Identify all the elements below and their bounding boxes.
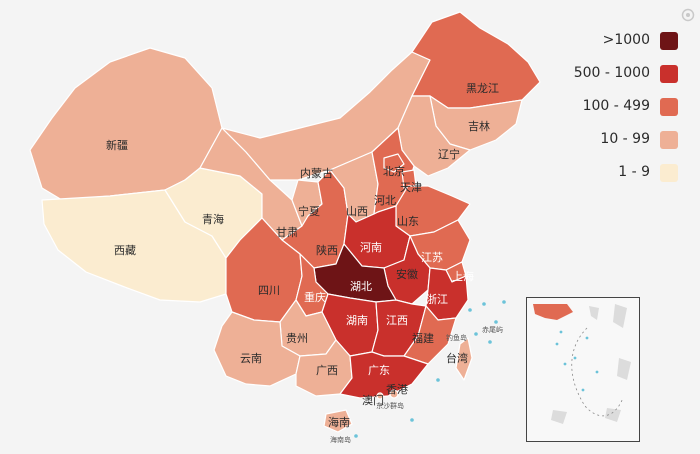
island-marker xyxy=(502,300,506,304)
legend-item: 1 - 9 xyxy=(580,162,690,184)
label-jilin: 吉林 xyxy=(468,120,490,133)
island-marker xyxy=(354,434,358,438)
label-qinghai: 青海 xyxy=(202,213,224,226)
label-shanxi: 山西 xyxy=(346,205,368,218)
label-jiangsu: 江苏 xyxy=(421,251,443,264)
label-liaoning: 辽宁 xyxy=(438,148,460,161)
label-henan: 河南 xyxy=(360,241,382,254)
label-zhejiang: 浙江 xyxy=(426,293,448,306)
label-macau: 澳门 xyxy=(362,394,384,407)
label-sichuan: 四川 xyxy=(258,284,280,297)
label-chongqing: 重庆 xyxy=(304,291,326,304)
island-marker xyxy=(494,320,498,324)
legend-swatch xyxy=(660,164,678,182)
label-yunnan: 云南 xyxy=(240,352,262,365)
label-hongkong: 香港 xyxy=(386,383,408,396)
legend-swatch xyxy=(660,65,678,83)
label-hubei: 湖北 xyxy=(350,280,372,293)
south-china-sea-inset xyxy=(526,297,640,442)
region-yunnan[interactable] xyxy=(213,311,301,387)
island-marker xyxy=(488,340,492,344)
region-hainan[interactable] xyxy=(323,409,353,433)
watermark-icon xyxy=(681,8,695,22)
label-guizhou: 贵州 xyxy=(286,332,308,345)
region-fujian[interactable] xyxy=(403,305,457,365)
legend-label: 500 - 1000 xyxy=(573,65,650,81)
label-taiwan: 台湾 xyxy=(446,352,468,365)
inset-map xyxy=(533,304,631,424)
region-hongkong[interactable] xyxy=(389,389,399,399)
legend-swatch xyxy=(660,32,678,50)
label-fujian: 福建 xyxy=(412,332,434,345)
label-hainan: 海南 xyxy=(328,416,350,429)
label-hebei: 河北 xyxy=(374,194,396,207)
label-tianjin: 天津 xyxy=(400,181,422,194)
label-shandong: 山东 xyxy=(397,215,419,228)
label-shaanxi: 陕西 xyxy=(316,244,338,257)
label-ningxia: 宁夏 xyxy=(298,205,320,218)
island-markers xyxy=(354,300,506,438)
legend-label: >1000 xyxy=(602,32,650,48)
island-marker xyxy=(436,378,440,382)
label-gansu: 甘肃 xyxy=(276,226,298,239)
legend-item: 100 - 499 xyxy=(580,96,690,118)
legend-item: 500 - 1000 xyxy=(574,63,690,85)
label-xinjiang: 新疆 xyxy=(106,139,128,152)
label-chiwei: 赤尾屿 xyxy=(482,326,503,334)
legend-label: 1 - 9 xyxy=(618,164,650,180)
region-macau[interactable] xyxy=(376,392,384,400)
legend-item: 10 - 99 xyxy=(580,129,690,151)
label-guangxi: 广西 xyxy=(316,364,338,377)
region-taiwan[interactable] xyxy=(455,337,473,381)
island-marker xyxy=(482,302,486,306)
region-beijing[interactable] xyxy=(383,153,405,173)
island-marker xyxy=(410,418,414,422)
label-guangdong: 广东 xyxy=(368,364,390,377)
label-xizang: 西藏 xyxy=(114,244,136,257)
label-jiangxi: 江西 xyxy=(386,314,408,327)
label-beijing: 北京 xyxy=(383,165,405,178)
label-shanghai: 上海 xyxy=(452,270,474,283)
label-hunan: 湖南 xyxy=(346,314,368,327)
label-anhui: 安徽 xyxy=(396,268,418,281)
label-heilongjiang: 黑龙江 xyxy=(466,82,499,95)
legend-swatch xyxy=(660,98,678,116)
region-guangdong[interactable] xyxy=(339,351,429,399)
legend-item: >1000 xyxy=(580,30,690,52)
label-diaoyu: 钓鱼岛 xyxy=(446,334,467,342)
legend-swatch xyxy=(660,131,678,149)
legend-label: 10 - 99 xyxy=(600,131,650,147)
island-marker xyxy=(468,308,472,312)
label-inner-mongolia: 内蒙古 xyxy=(300,167,333,180)
legend-label: 100 - 499 xyxy=(582,98,650,114)
label-hainan-dao: 海南岛 xyxy=(330,436,351,444)
island-marker xyxy=(474,332,478,336)
label-dongsha: 东沙群岛 xyxy=(376,402,404,410)
inset-coast xyxy=(533,304,573,320)
